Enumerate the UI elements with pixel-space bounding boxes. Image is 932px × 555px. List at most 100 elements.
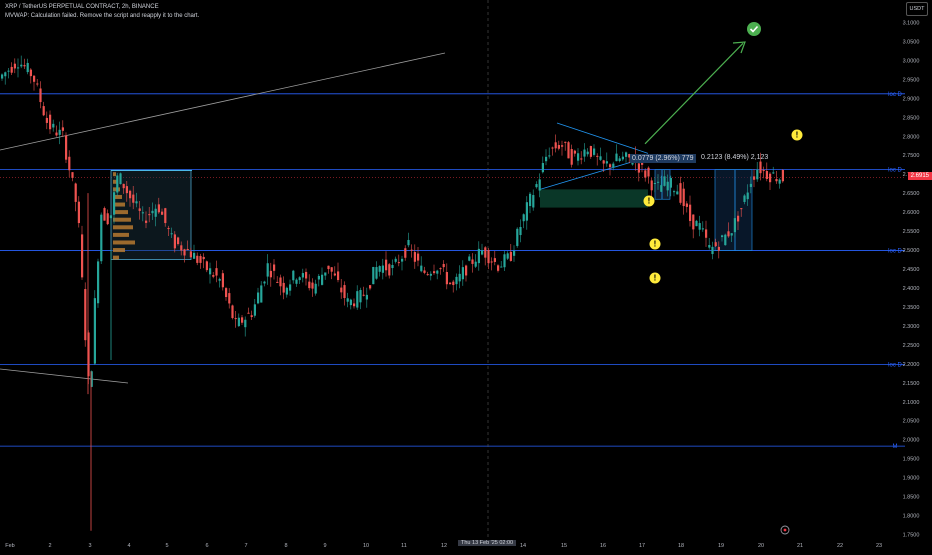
- candle-body: [340, 287, 343, 293]
- volume-bar: [113, 217, 131, 222]
- candle-body: [189, 251, 192, 258]
- symbol-title[interactable]: XRP / TetherUS PERPETUAL CONTRACT, 2h, B…: [5, 4, 159, 10]
- candle-body: [298, 277, 301, 281]
- y-axis-tick: 2.5000: [903, 248, 920, 254]
- candle-body: [637, 163, 640, 173]
- x-axis-label: 22: [837, 543, 843, 549]
- demand-zone: [540, 189, 648, 208]
- volume-profile-box: [110, 170, 192, 260]
- candle-body: [221, 273, 224, 288]
- candle-body: [257, 292, 260, 304]
- candle-body: [151, 210, 154, 214]
- y-axis-tick: 2.0500: [903, 419, 920, 425]
- candle-body: [135, 201, 138, 204]
- y-axis-tick: 2.4500: [903, 267, 920, 273]
- candle-body: [698, 223, 701, 230]
- candle-body: [749, 183, 752, 187]
- candle-body: [705, 229, 708, 238]
- candle-body: [356, 291, 359, 308]
- candle-body: [538, 179, 541, 191]
- x-axis-label: 7: [244, 543, 247, 549]
- candle-body: [177, 237, 180, 245]
- y-axis-tick: 1.9000: [903, 476, 920, 482]
- candle-body: [253, 304, 256, 316]
- candle-body: [362, 294, 365, 296]
- x-axis-label: 23: [876, 543, 882, 549]
- candle-body: [122, 183, 125, 189]
- candle-body: [599, 156, 602, 160]
- measure-label-2[interactable]: 0.2123 (8.49%) 2,123: [701, 154, 769, 161]
- candle-body: [10, 66, 13, 73]
- candle-body: [45, 117, 48, 123]
- level-label: M: [893, 444, 898, 450]
- candle-body: [327, 265, 330, 270]
- candle-body: [647, 167, 650, 177]
- candle-body: [477, 248, 480, 264]
- candle-body: [183, 249, 186, 256]
- candle-body: [228, 293, 231, 304]
- candle-body: [346, 298, 349, 302]
- candle-body: [61, 127, 64, 131]
- candle-body: [685, 203, 688, 207]
- candle-body: [106, 213, 109, 225]
- triangle-upper: [556, 122, 649, 154]
- projection-arrow: [644, 42, 744, 145]
- candle-body: [244, 319, 247, 328]
- candle-body: [657, 181, 660, 183]
- candle-body: [481, 250, 484, 255]
- candle-body: [532, 195, 535, 208]
- candle-body: [724, 234, 727, 246]
- candle-body: [212, 275, 215, 277]
- candle-body: [554, 142, 557, 149]
- candle-body: [266, 263, 269, 277]
- settings-icon[interactable]: [780, 525, 790, 535]
- candle-body: [97, 261, 100, 304]
- candle-body: [285, 287, 288, 295]
- candle-body: [218, 278, 221, 281]
- x-axis-label: 8: [284, 543, 287, 549]
- candle-body: [772, 172, 775, 174]
- measure-label-1[interactable]: 0.0779 (2.96%) 779: [630, 154, 696, 163]
- candle-body: [545, 156, 548, 162]
- y-axis-tick: 1.8000: [903, 514, 920, 520]
- x-axis-label: Feb: [5, 543, 14, 549]
- candle-body: [29, 69, 32, 77]
- candle-body: [660, 185, 663, 192]
- candle-body: [225, 288, 228, 298]
- candle-body: [186, 248, 189, 250]
- candle-body: [410, 249, 413, 251]
- candle-body: [778, 179, 781, 184]
- candle-body: [775, 179, 778, 182]
- candle-body: [461, 267, 464, 280]
- candle-body: [429, 273, 432, 276]
- x-axis-label: 6: [205, 543, 208, 549]
- candle-body: [100, 214, 103, 262]
- y-axis-tick: 2.2000: [903, 362, 920, 368]
- candle-body: [311, 282, 314, 289]
- candle-body: [205, 261, 208, 271]
- warning-icon: !: [649, 238, 661, 250]
- candle-body: [519, 227, 522, 236]
- candle-body: [433, 271, 436, 274]
- candle-body: [260, 285, 263, 303]
- candle-body: [666, 181, 669, 191]
- candle-body: [116, 175, 119, 193]
- candle-body: [420, 265, 423, 272]
- volume-bar: [113, 172, 116, 177]
- candle-body: [484, 247, 487, 258]
- crosshair-time-label: Thu 13 Feb '25 02:00: [458, 540, 517, 546]
- candle-body: [317, 275, 320, 280]
- candle-body: [215, 268, 218, 276]
- candle-body: [452, 281, 455, 286]
- currency-button[interactable]: USDT: [906, 2, 928, 16]
- candle-body: [394, 258, 397, 262]
- candle-body: [567, 142, 570, 159]
- level-label: loc D: [888, 168, 902, 174]
- candle-body: [468, 256, 471, 261]
- candle-body: [557, 145, 560, 149]
- x-axis-label: 3: [88, 543, 91, 549]
- candle-body: [733, 218, 736, 233]
- candle-body: [209, 268, 212, 275]
